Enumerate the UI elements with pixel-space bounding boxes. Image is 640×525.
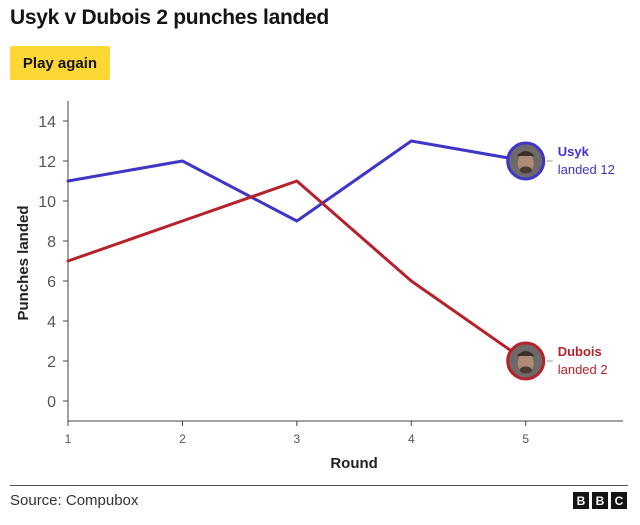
usyk-annotation-line: Usyk: [558, 144, 590, 159]
y-tick-label: 8: [47, 234, 56, 251]
usyk-series-line: [66, 139, 528, 223]
y-tick-label: 2: [47, 354, 56, 371]
chart-end-markers: Usyk landed 12 Dubois landed 2: [506, 141, 615, 381]
y-tick-label: 14: [38, 114, 56, 131]
source-note: Source: Compubox: [10, 492, 139, 509]
logo-letter: B: [573, 492, 589, 509]
usyk-annotation-line: landed 12: [558, 162, 615, 177]
x-tick-label: 2: [179, 432, 186, 446]
x-axis-label: Round: [330, 455, 377, 472]
y-tick-label: 4: [47, 314, 56, 331]
dubois-annotation-line: Dubois: [558, 344, 602, 359]
y-tick-label: 0: [47, 394, 56, 411]
footer-divider: [10, 485, 628, 486]
y-tick-label: 10: [38, 194, 56, 211]
chart-title: Usyk v Dubois 2 punches landed: [10, 6, 329, 29]
y-axis-label: Punches landed: [15, 205, 32, 320]
logo-letter: B: [592, 492, 608, 509]
chart-series: [66, 139, 528, 363]
bbc-logo: B B C: [573, 492, 627, 509]
dubois-series-line: [66, 179, 528, 363]
logo-letter: C: [611, 492, 627, 509]
play-again-button[interactable]: Play again: [10, 46, 110, 80]
y-tick-label: 6: [47, 274, 56, 291]
x-tick-label: 4: [408, 432, 415, 446]
y-tick-label: 12: [38, 154, 56, 171]
usyk-face-icon: [506, 141, 546, 181]
x-tick-label: 1: [65, 432, 72, 446]
x-tick-label: 3: [294, 432, 301, 446]
x-tick-label: 5: [522, 432, 529, 446]
dubois-face-icon: [506, 341, 546, 381]
dubois-annotation-line: landed 2: [558, 362, 608, 377]
